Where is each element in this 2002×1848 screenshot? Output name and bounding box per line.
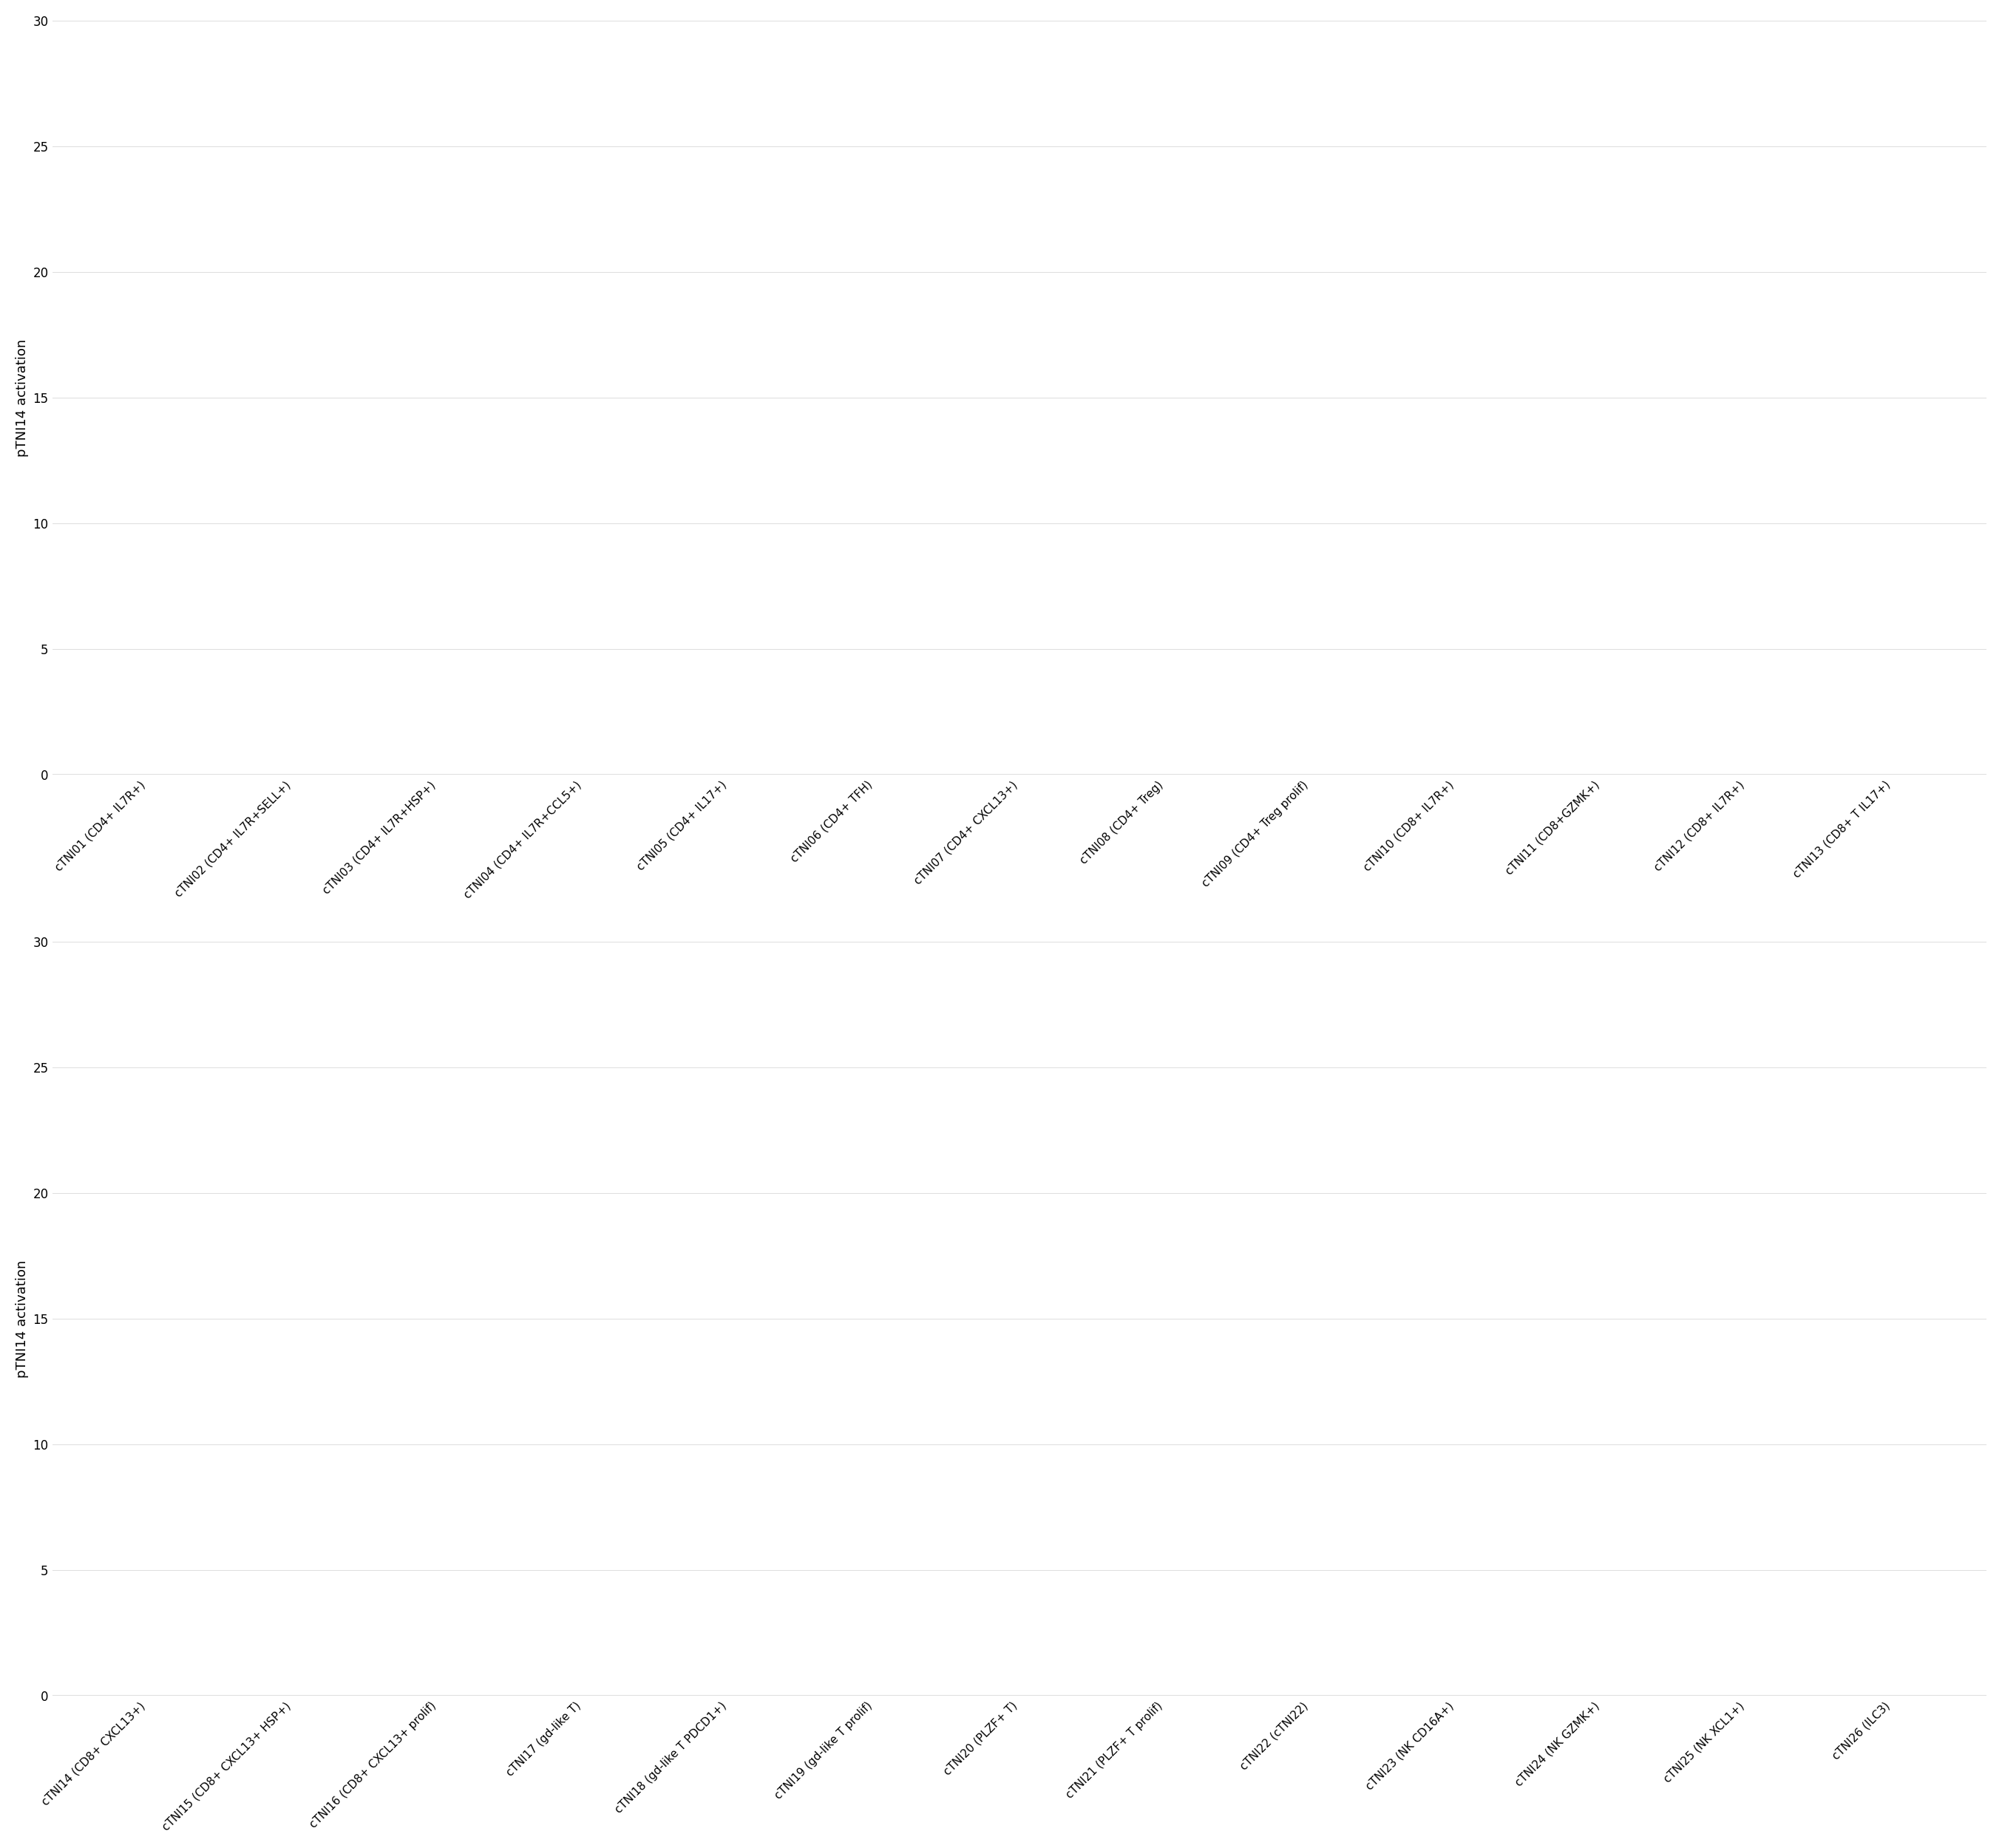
Y-axis label: pTNI14 activation: pTNI14 activation: [16, 338, 28, 456]
Y-axis label: pTNI14 activation: pTNI14 activation: [16, 1260, 28, 1377]
